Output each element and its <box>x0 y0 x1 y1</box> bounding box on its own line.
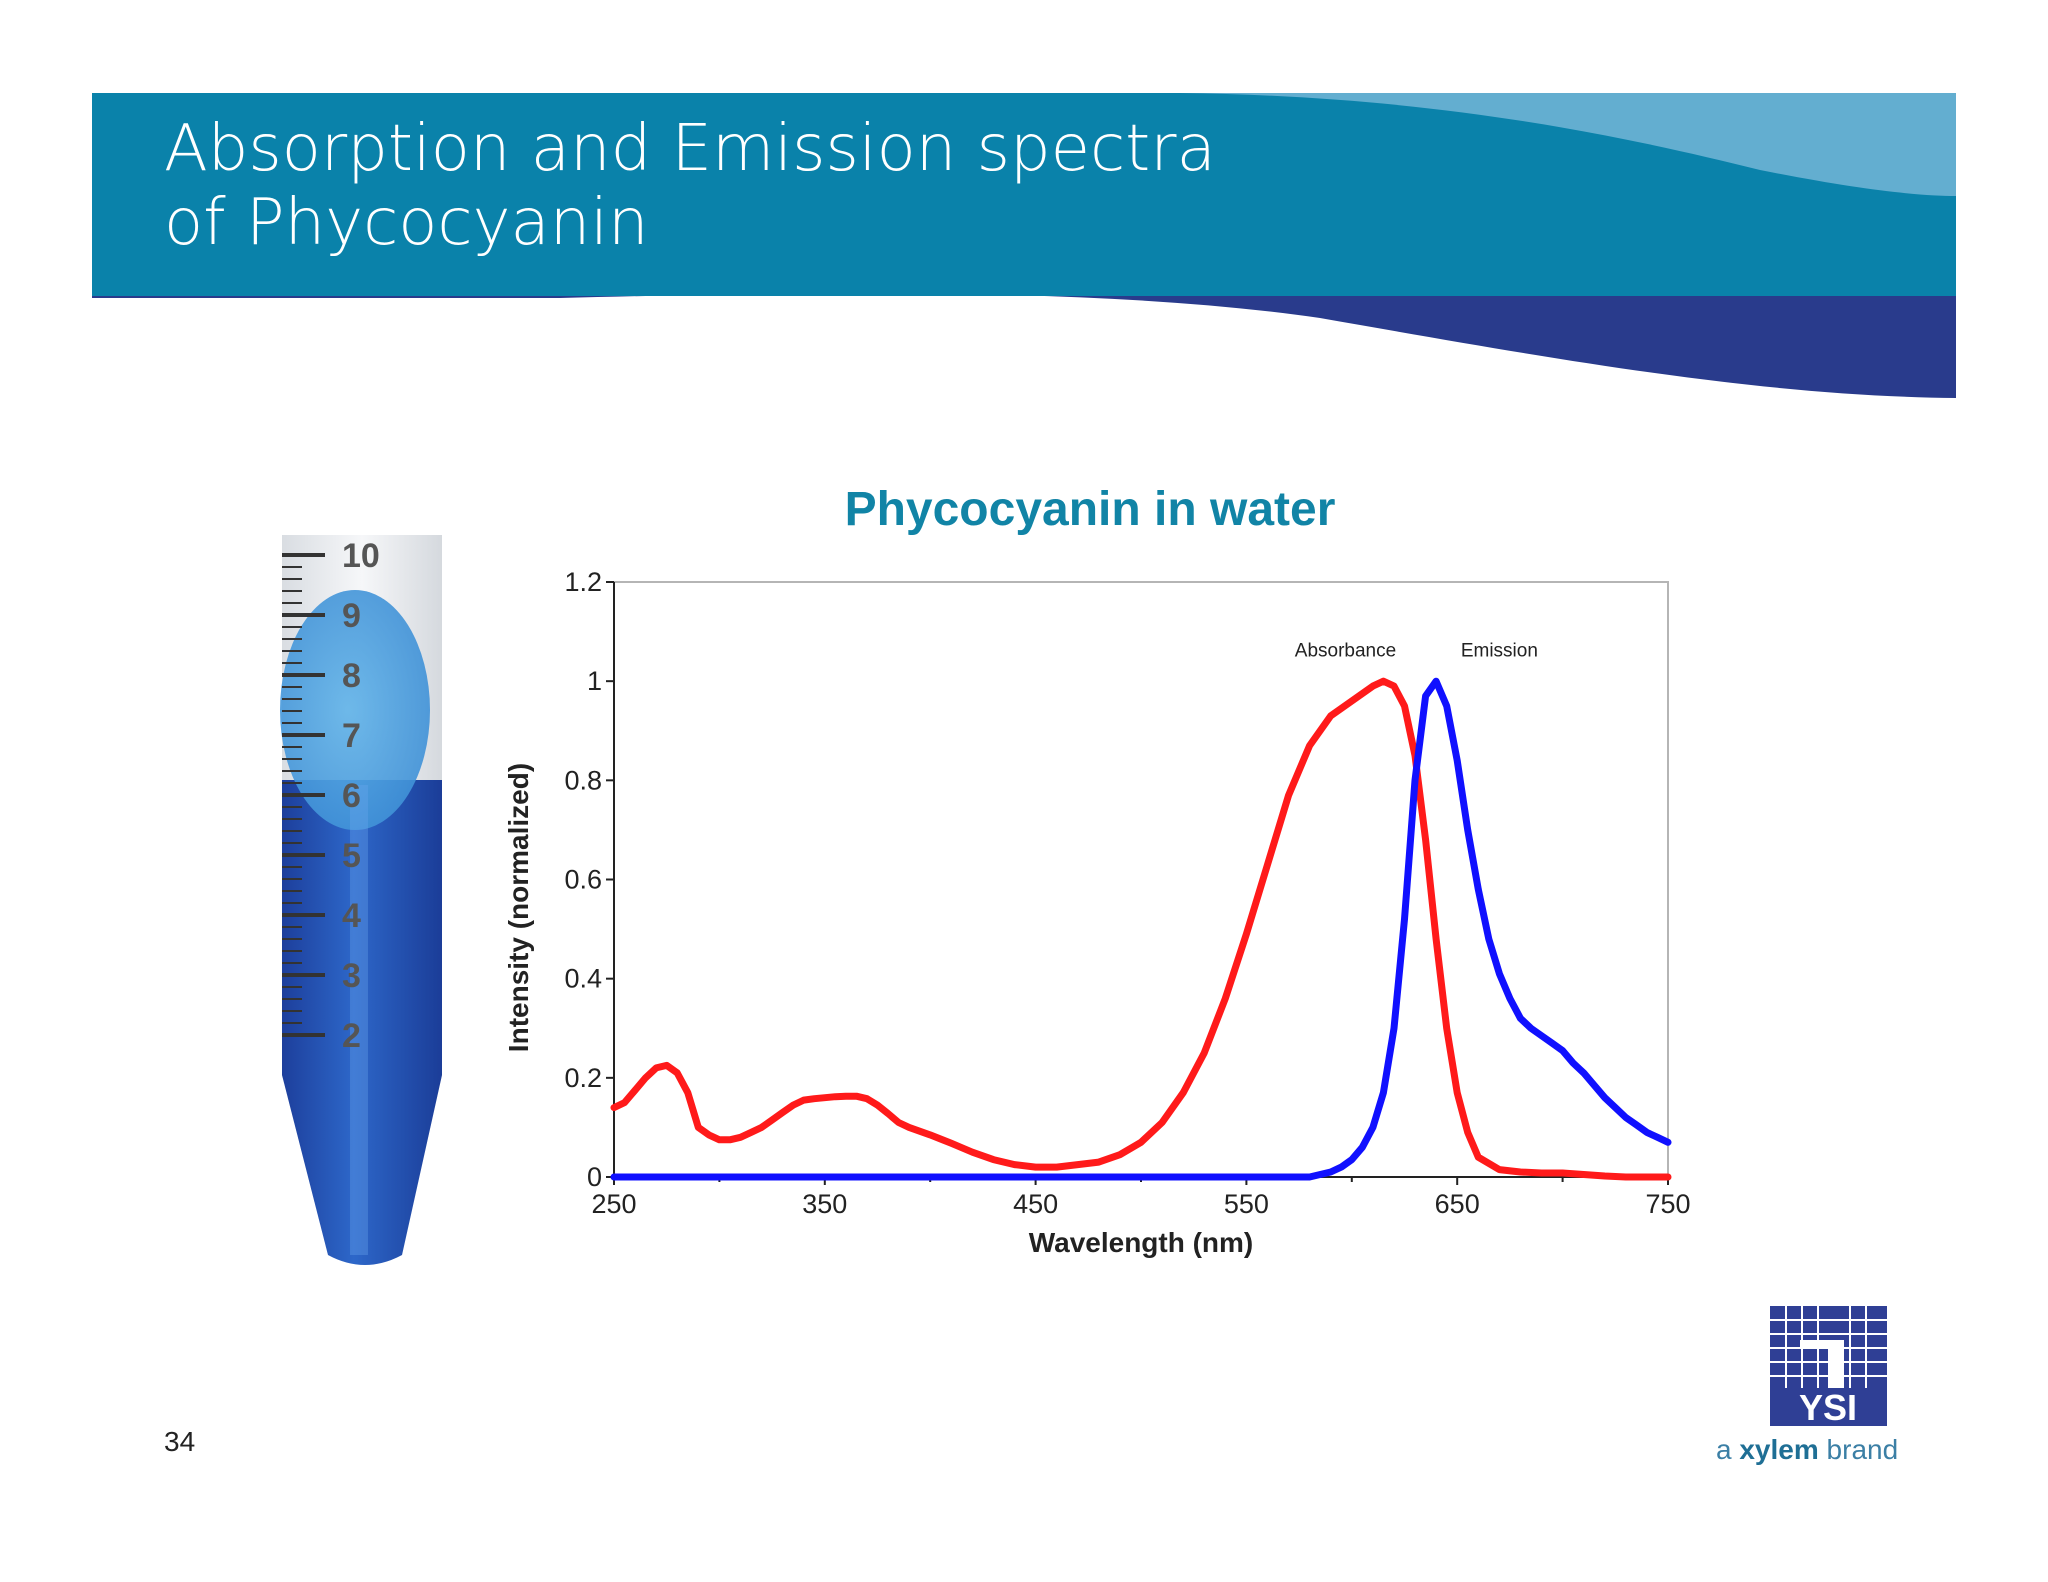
tube-graduation-label: 4 <box>342 897 361 935</box>
y-tick-label: 0 <box>587 1162 602 1192</box>
ysi-logo-text: YSI <box>1799 1387 1857 1428</box>
slide-title-line1: Absorption and Emission spectra <box>164 112 1216 186</box>
y-tick-label: 1 <box>587 666 602 696</box>
y-tick-label: 0.2 <box>564 1063 602 1093</box>
tube-graduation-label: 10 <box>342 537 380 575</box>
y-tick-label: 0.8 <box>564 765 602 795</box>
title-banner <box>92 93 1956 398</box>
chart-title: Phycocyanin in water <box>844 483 1336 536</box>
series-label-absorbance: Absorbance <box>1295 640 1396 661</box>
x-axis-label: Wavelength (nm) <box>1029 1227 1254 1258</box>
tube-graduation-label: 6 <box>342 777 361 815</box>
xylem-tagline: a xylem brand <box>1716 1434 1899 1465</box>
y-tick-label: 0.4 <box>564 964 602 994</box>
tube-graduation-label: 7 <box>342 717 361 755</box>
plot-frame <box>613 581 1669 1178</box>
slide-title: Absorption and Emission spectra of Phyco… <box>164 112 1216 260</box>
x-tick-label: 250 <box>591 1189 636 1219</box>
x-tick-label: 450 <box>1013 1189 1058 1219</box>
y-tick-label: 0.6 <box>564 865 602 895</box>
x-tick-label: 650 <box>1435 1189 1480 1219</box>
x-tick-label: 750 <box>1645 1189 1690 1219</box>
tube-graduation-label: 8 <box>342 657 361 695</box>
slide-number: 34 <box>164 1426 196 1457</box>
y-tick-label: 1.2 <box>564 567 602 597</box>
y-axis-label: Intensity (normalized) <box>503 763 534 1052</box>
axis-ticks: 250 350 450 550 650 750 0 0.2 0.4 0.6 0.8 1 1.2 <box>564 567 1690 1219</box>
series-lines <box>610 677 1672 1181</box>
series-labels: Absorbance Emission <box>1295 640 1538 661</box>
tube-graduation-label: 3 <box>342 957 361 995</box>
series-line-emission <box>610 677 1672 1181</box>
slide-title-line2: of Phycocyanin <box>164 186 649 260</box>
tube-graduation-label: 2 <box>342 1017 361 1055</box>
phycocyanin-tube-image: 10 9 8 7 6 5 4 3 2 <box>280 535 442 1265</box>
series-line-absorbance <box>610 677 1672 1181</box>
x-tick-label: 550 <box>1224 1189 1269 1219</box>
ysi-logo: YSI <box>1770 1306 1887 1428</box>
x-tick-label: 350 <box>802 1189 847 1219</box>
tube-graduation-label: 5 <box>342 837 361 875</box>
series-label-emission: Emission <box>1461 640 1538 661</box>
tube-graduation-label: 9 <box>342 597 361 635</box>
